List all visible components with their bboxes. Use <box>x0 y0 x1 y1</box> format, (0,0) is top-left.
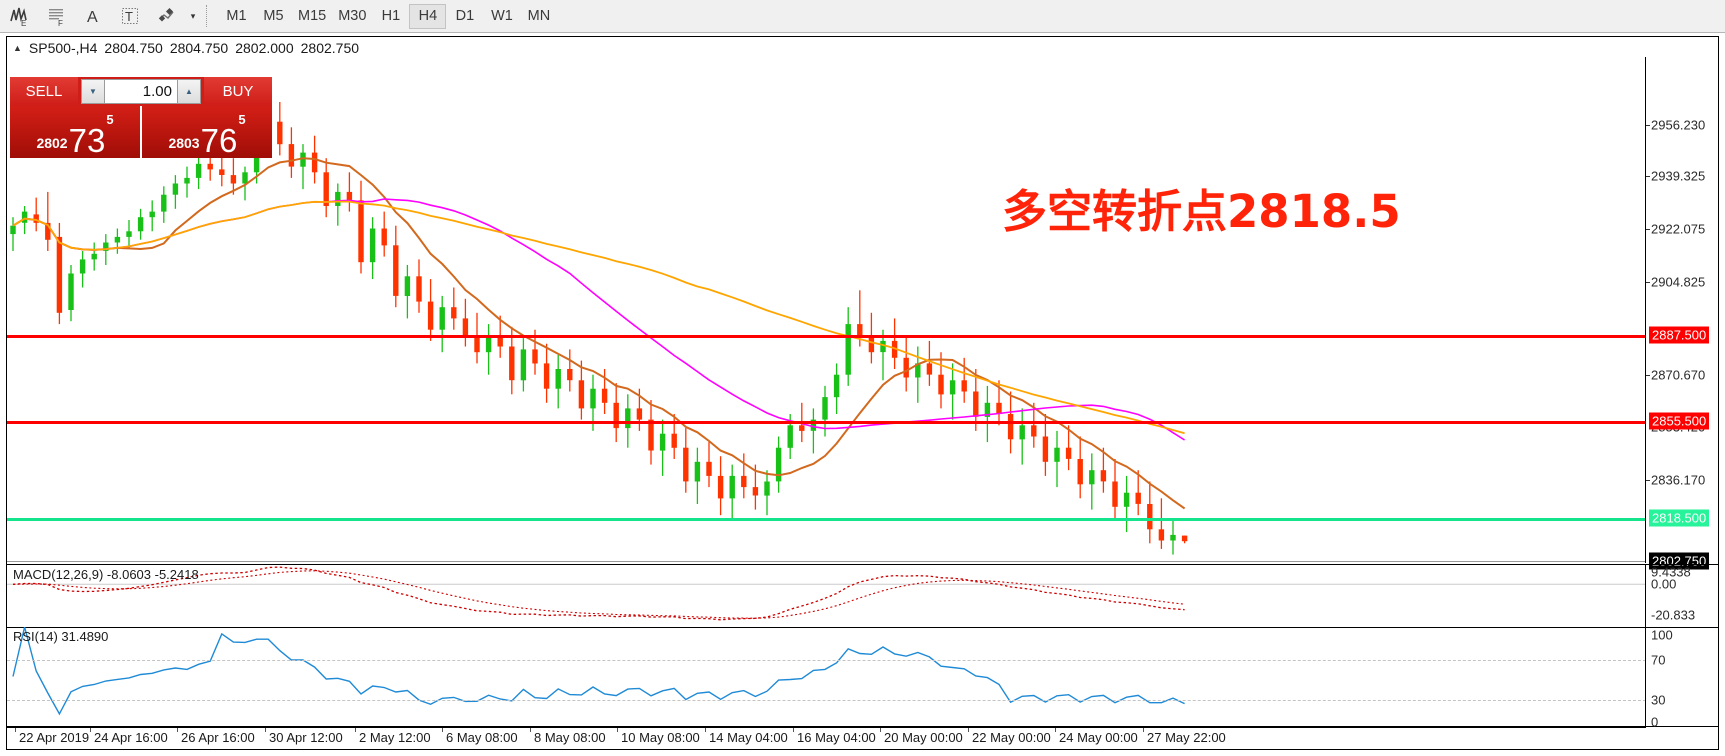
price-tick-0: 2956.230 <box>1651 117 1706 133</box>
chart-annotation-text[interactable]: 多空转折点2818.5 <box>1002 185 1401 238</box>
time-label-13: 27 May 22:00 <box>1147 730 1226 745</box>
quote-close: 2802.750 <box>300 40 360 56</box>
chart-quote-line: ▲ SP500-,H4 2804.750 2804.750 2802.000 2… <box>7 37 1718 57</box>
price-axis[interactable]: 2956.230 2939.325 2922.075 2904.825 2870… <box>1645 57 1718 570</box>
time-label-9: 16 May 04:00 <box>797 730 876 745</box>
rsi-pane[interactable]: RSI(14) 31.4890 100 70 30 0 <box>7 627 1718 730</box>
rsi-axis: 100 70 30 0 <box>1645 627 1718 730</box>
timeframe-d1[interactable]: D1 <box>455 8 475 24</box>
time-label-8: 14 May 04:00 <box>709 730 788 745</box>
toolbar-separator <box>206 5 213 27</box>
text-icon[interactable]: A <box>74 1 111 32</box>
templates-icon[interactable]: F <box>37 1 74 32</box>
macd-pane[interactable]: MACD(12,26,9) -8.0603 -5.2418 9.4338 0.0… <box>7 564 1718 628</box>
price-chart-svg <box>10 102 1188 555</box>
rsi-guide-70 <box>7 660 1646 661</box>
svg-text:T: T <box>125 9 133 24</box>
svg-text:F: F <box>58 19 63 27</box>
macd-tick-2: -20.833 <box>1651 607 1696 623</box>
timeframe-mn[interactable]: MN <box>527 8 551 24</box>
buy-price-integer: 2803 <box>168 135 200 151</box>
time-axis[interactable]: 22 Apr 2019 24 Apr 16:00 26 Apr 16:00 30 Ap… <box>7 727 1646 750</box>
macd-plot[interactable]: MACD(12,26,9) -8.0603 -5.2418 <box>7 565 1646 627</box>
sell-price-fraction: 5 <box>106 112 114 127</box>
objects-icon[interactable] <box>148 1 185 32</box>
time-label-2: 26 Apr 16:00 <box>181 730 255 745</box>
price-tick-6: 2836.170 <box>1651 472 1706 488</box>
time-label-3: 30 Apr 12:00 <box>269 730 343 745</box>
time-label-0: 22 Apr 2019 <box>19 730 90 745</box>
price-tick-3: 2904.825 <box>1651 274 1706 290</box>
sell-button[interactable]: SELL <box>10 77 78 106</box>
main-toolbar: E F A T ▾ M1 M5 M15 M30 H1 H4 D <box>0 0 1725 33</box>
time-label-10: 20 May 00:00 <box>884 730 963 745</box>
svg-text:A: A <box>87 9 98 26</box>
trade-panel-prices: 2802 73 5 2803 76 5 <box>10 106 272 158</box>
time-pane: 22 Apr 2019 24 Apr 16:00 26 Apr 16:00 30 Ap… <box>7 727 1718 749</box>
quote-high: 2804.750 <box>169 40 229 56</box>
rsi-guide-30 <box>7 700 1646 701</box>
volume-input[interactable]: 1.00 <box>105 79 177 104</box>
rsi-tick-70: 70 <box>1651 652 1666 668</box>
svg-text:E: E <box>21 19 26 27</box>
macd-tick-0: 9.4338 <box>1651 564 1691 580</box>
level-line-2887[interactable] <box>7 335 1646 338</box>
timeframe-m30[interactable]: M30 <box>338 8 367 24</box>
price-label-2818: 2818.500 <box>1649 509 1710 527</box>
buy-price-main: 76 <box>200 122 238 159</box>
one-click-trading-panel[interactable]: SELL ▼ 1.00 ▲ BUY 2802 73 5 2803 76 5 <box>10 77 272 158</box>
rsi-chart-svg <box>12 627 1185 716</box>
text-label-icon[interactable]: T <box>111 1 148 32</box>
timeframe-m1[interactable]: M1 <box>226 8 247 24</box>
macd-tick-1: 0.00 <box>1651 576 1677 592</box>
macd-title: MACD(12,26,9) -8.0603 -5.2418 <box>13 567 199 582</box>
rsi-plot[interactable]: RSI(14) 31.4890 <box>7 627 1646 726</box>
buy-price-fraction: 5 <box>238 112 246 127</box>
price-label-2887: 2887.500 <box>1649 326 1710 344</box>
rsi-tick-30: 30 <box>1651 692 1666 708</box>
time-label-6: 8 May 08:00 <box>534 730 606 745</box>
time-label-12: 24 May 00:00 <box>1059 730 1138 745</box>
price-tick-4: 2870.670 <box>1651 367 1706 383</box>
time-label-1: 24 Apr 16:00 <box>94 730 168 745</box>
indicators-icon[interactable]: E <box>0 1 37 32</box>
sell-price-main: 73 <box>68 122 106 159</box>
macd-axis: 9.4338 0.00 -20.833 <box>1645 565 1718 627</box>
timeframe-m15[interactable]: M15 <box>298 8 327 24</box>
price-label-2855: 2855.500 <box>1649 412 1710 430</box>
level-line-2818[interactable] <box>7 518 1646 521</box>
time-label-7: 10 May 08:00 <box>621 730 700 745</box>
current-price-line <box>7 561 1646 562</box>
objects-dropdown-caret[interactable]: ▾ <box>190 10 196 21</box>
buy-price-box[interactable]: 2803 76 5 <box>140 106 272 158</box>
time-label-5: 6 May 08:00 <box>446 730 518 745</box>
chart-symbol: SP500-,H4 <box>28 40 98 56</box>
price-plot[interactable]: 多空转折点2818.5 <box>7 57 1646 563</box>
volume-decrease-button[interactable]: ▼ <box>81 79 105 104</box>
time-label-4: 2 May 12:00 <box>359 730 431 745</box>
time-label-11: 22 May 00:00 <box>972 730 1051 745</box>
volume-increase-button[interactable]: ▲ <box>177 79 201 104</box>
sell-price-box[interactable]: 2802 73 5 <box>10 106 140 158</box>
timeframe-m5[interactable]: M5 <box>263 8 284 24</box>
level-line-2855[interactable] <box>7 421 1646 424</box>
timeframe-w1[interactable]: W1 <box>491 8 513 24</box>
rsi-title: RSI(14) 31.4890 <box>13 629 109 644</box>
quote-low: 2802.000 <box>235 40 294 56</box>
timeframe-h4[interactable]: H4 <box>409 3 447 29</box>
buy-button[interactable]: BUY <box>204 77 272 106</box>
rsi-tick-100: 100 <box>1651 627 1673 643</box>
timeframe-h1[interactable]: H1 <box>381 8 401 24</box>
price-tick-1: 2939.325 <box>1651 168 1706 184</box>
chart-window: ▲ SP500-,H4 2804.750 2804.750 2802.000 2… <box>6 36 1719 750</box>
trade-panel-header: SELL ▼ 1.00 ▲ BUY <box>10 77 272 106</box>
price-pane[interactable]: 多空转折点2818.5 2956.230 2939.325 2922.075 2… <box>7 57 1718 570</box>
quote-open: 2804.750 <box>104 40 163 56</box>
price-tick-2: 2922.075 <box>1651 221 1706 237</box>
macd-chart-svg <box>7 566 1646 621</box>
sell-price-integer: 2802 <box>36 135 68 151</box>
collapse-triangle-icon[interactable]: ▲ <box>13 43 22 53</box>
rsi-tick-0: 0 <box>1651 714 1659 730</box>
volume-control[interactable]: ▼ 1.00 ▲ <box>78 77 204 106</box>
